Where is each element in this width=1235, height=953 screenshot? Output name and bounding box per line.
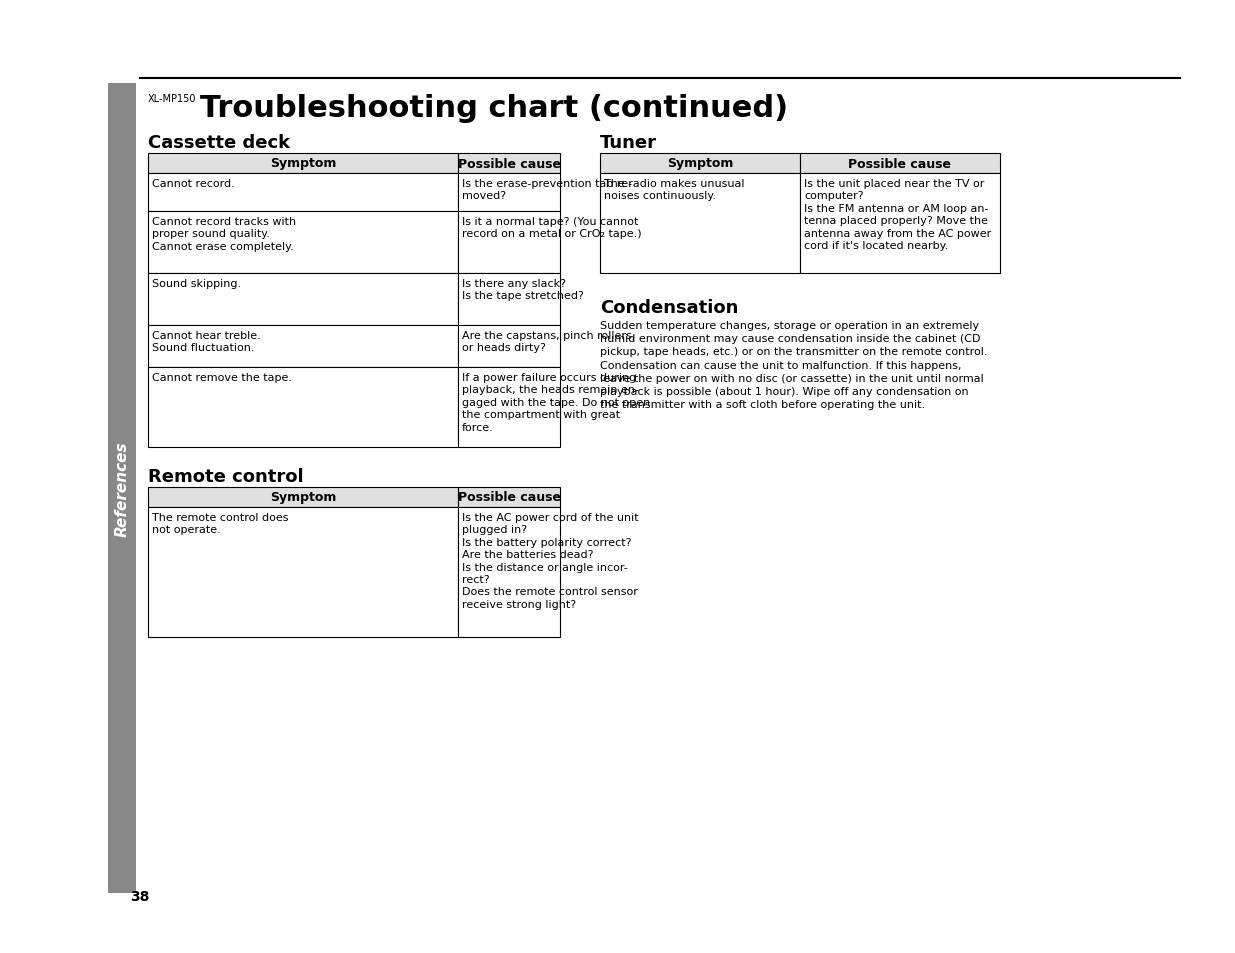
Text: 38: 38: [131, 889, 149, 903]
Bar: [148, 488, 458, 507]
Bar: [148, 368, 458, 448]
Text: Symptom: Symptom: [269, 491, 336, 504]
Text: The radio makes unusual
noises continuously.: The radio makes unusual noises continuou…: [604, 179, 745, 201]
Text: Tuner: Tuner: [600, 133, 657, 152]
Text: Cannot record tracks with
proper sound quality.
Cannot erase completely.: Cannot record tracks with proper sound q…: [152, 216, 296, 252]
Bar: [148, 274, 458, 326]
Bar: [458, 326, 559, 368]
Bar: [458, 368, 559, 448]
Text: Sudden temperature changes, storage or operation in an extremely
humid environme: Sudden temperature changes, storage or o…: [600, 320, 988, 410]
Text: XL-MP150: XL-MP150: [148, 94, 196, 104]
Bar: [458, 488, 559, 507]
Bar: [458, 173, 559, 212]
Text: Are the capstans, pinch rollers,
or heads dirty?: Are the capstans, pinch rollers, or head…: [462, 331, 635, 353]
Bar: [148, 507, 458, 638]
Bar: [458, 274, 559, 326]
Text: Cannot hear treble.
Sound fluctuation.: Cannot hear treble. Sound fluctuation.: [152, 331, 261, 353]
Text: Condensation: Condensation: [600, 298, 739, 316]
Text: Is there any slack?
Is the tape stretched?: Is there any slack? Is the tape stretche…: [462, 278, 584, 301]
Bar: [458, 507, 559, 638]
Bar: [600, 173, 800, 274]
Bar: [800, 173, 1000, 274]
Bar: [148, 212, 458, 274]
Text: Is the unit placed near the TV or
computer?
Is the FM antenna or AM loop an-
ten: Is the unit placed near the TV or comput…: [804, 179, 992, 251]
Bar: [107, 84, 136, 893]
Bar: [800, 153, 1000, 173]
Text: Troubleshooting chart (continued): Troubleshooting chart (continued): [200, 94, 788, 123]
Bar: [148, 153, 458, 173]
Text: Sound skipping.: Sound skipping.: [152, 278, 241, 289]
Bar: [458, 153, 559, 173]
Bar: [148, 326, 458, 368]
Text: Is the AC power cord of the unit
plugged in?
Is the battery polarity correct?
Ar: Is the AC power cord of the unit plugged…: [462, 513, 638, 609]
Bar: [600, 153, 800, 173]
Text: Possible cause: Possible cause: [848, 157, 951, 171]
Text: Possible cause: Possible cause: [457, 157, 561, 171]
Text: Symptom: Symptom: [269, 157, 336, 171]
Text: Is it a normal tape? (You cannot
record on a metal or CrO₂ tape.): Is it a normal tape? (You cannot record …: [462, 216, 642, 239]
Bar: [148, 173, 458, 212]
Text: Cassette deck: Cassette deck: [148, 133, 290, 152]
Text: Is the erase-prevention tab re-
moved?: Is the erase-prevention tab re- moved?: [462, 179, 632, 201]
Text: Remote control: Remote control: [148, 468, 304, 485]
Bar: [458, 212, 559, 274]
Text: Possible cause: Possible cause: [457, 491, 561, 504]
Text: The remote control does
not operate.: The remote control does not operate.: [152, 513, 289, 535]
Text: Symptom: Symptom: [667, 157, 734, 171]
Text: If a power failure occurs during
playback, the heads remain en-
gaged with the t: If a power failure occurs during playbac…: [462, 373, 651, 432]
Text: References: References: [115, 440, 130, 537]
Text: Cannot record.: Cannot record.: [152, 179, 235, 189]
Text: Cannot remove the tape.: Cannot remove the tape.: [152, 373, 291, 382]
